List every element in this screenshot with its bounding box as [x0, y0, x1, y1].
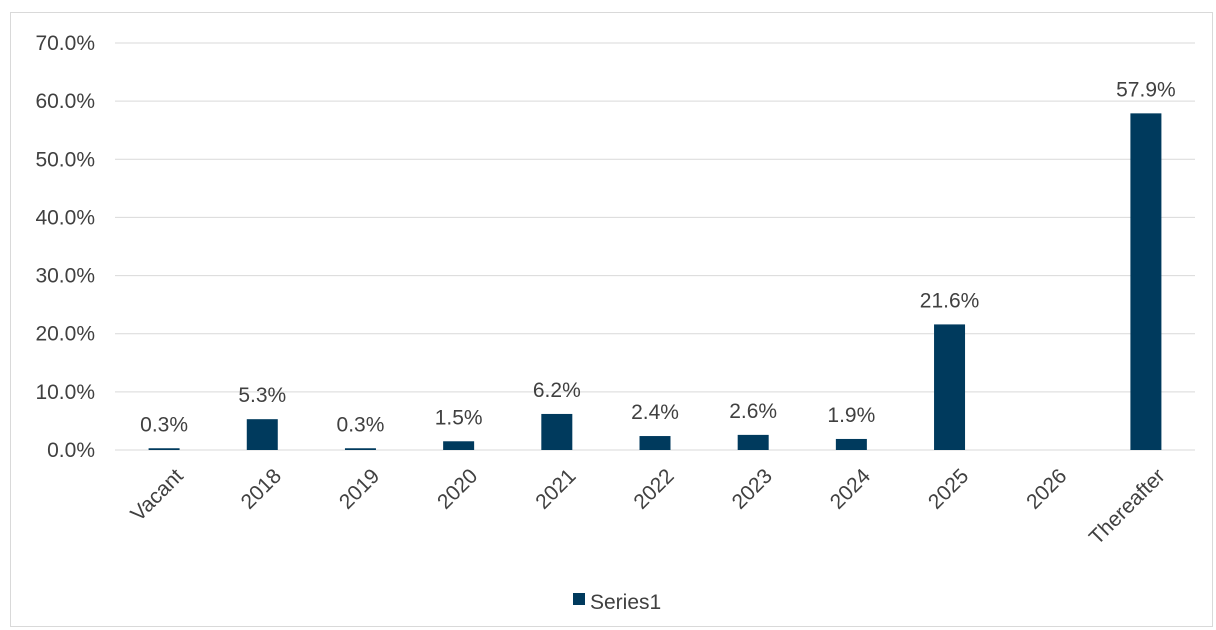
x-tick-label: 2019 — [335, 464, 384, 513]
data-label: 1.9% — [827, 404, 875, 427]
data-label: 21.6% — [920, 289, 980, 312]
bar — [443, 441, 475, 450]
y-tick-label: 30.0% — [35, 265, 95, 288]
gridlines — [115, 42, 1195, 451]
y-axis-ticks: 0.0% 10.0% 20.0% 30.0% 40.0% 50.0% 60.0% 70.0% — [35, 32, 95, 462]
data-label: 2.4% — [631, 401, 679, 424]
y-tick-label: 60.0% — [35, 90, 95, 113]
y-tick-label: 0.0% — [47, 439, 95, 462]
y-tick-label: 20.0% — [35, 323, 95, 346]
bar — [835, 438, 867, 450]
y-tick-label: 10.0% — [35, 381, 95, 404]
bar — [541, 413, 573, 450]
x-tick-label: 2022 — [629, 464, 678, 513]
x-tick-label: 2026 — [1022, 464, 1071, 513]
legend-swatch — [573, 593, 585, 605]
data-label: 5.3% — [238, 384, 286, 407]
legend: Series1 — [573, 591, 661, 614]
x-tick-label: 2020 — [433, 464, 482, 513]
y-tick-label: 70.0% — [35, 32, 95, 55]
bar — [639, 436, 671, 450]
x-tick-label: 2025 — [924, 464, 973, 513]
data-label: 57.9% — [1116, 78, 1176, 101]
bars — [148, 113, 1162, 451]
data-label: 0.3% — [140, 413, 188, 436]
bar — [344, 448, 376, 450]
bar — [148, 448, 180, 450]
chart-frame — [10, 12, 1213, 627]
x-tick-label: 2023 — [728, 464, 777, 513]
data-label: 1.5% — [435, 406, 483, 429]
bar — [1130, 113, 1162, 451]
y-tick-label: 40.0% — [35, 206, 95, 229]
x-tick-label: Vacant — [126, 464, 188, 526]
data-labels: 0.3% 5.3% 0.3% 1.5% 6.2% 2.4% 2.6% 1.9% 21.6% 57.… — [140, 78, 1176, 436]
y-tick-label: 50.0% — [35, 148, 95, 171]
x-tick-label: 2021 — [531, 464, 580, 513]
data-label: 2.6% — [729, 400, 777, 423]
bar — [737, 434, 769, 450]
legend-label: Series1 — [590, 591, 661, 614]
bar — [246, 419, 278, 450]
x-tick-label: Thereafter — [1085, 464, 1170, 549]
bar — [934, 324, 966, 450]
x-axis-ticks: Vacant 2018 2019 2020 2021 2022 2023 2024 2025 20… — [126, 464, 1169, 549]
data-label: 0.3% — [337, 413, 385, 436]
x-tick-label: 2018 — [237, 464, 286, 513]
x-tick-label: 2024 — [826, 464, 876, 514]
data-label: 6.2% — [533, 379, 581, 402]
